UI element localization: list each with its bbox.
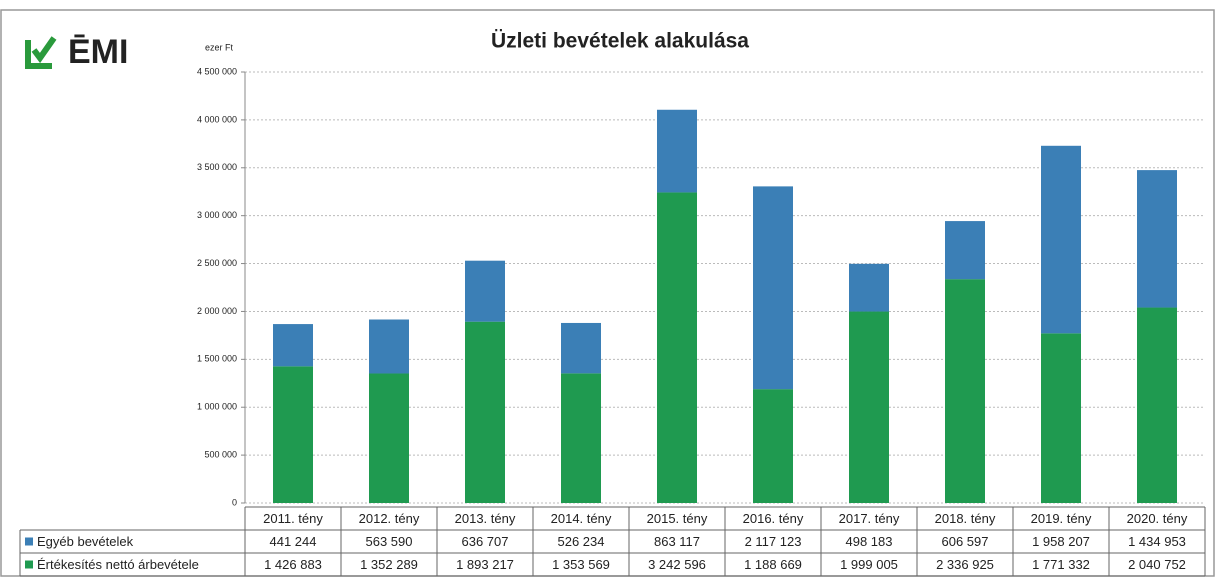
- table-value: 2 117 123: [745, 534, 802, 549]
- x-tick-label: 2011. tény: [263, 511, 323, 526]
- table-value: 1 893 217: [456, 557, 514, 572]
- y-tick-label: 0: [232, 497, 237, 507]
- bar: [849, 311, 889, 503]
- y-tick-label: 2 000 000: [197, 306, 237, 316]
- logo: ĒMI: [68, 33, 128, 71]
- bar: [561, 322, 601, 374]
- table-value: 636 707: [462, 534, 509, 549]
- legend-label: Egyéb bevételek: [37, 534, 134, 549]
- x-tick-label: 2020. tény: [1127, 511, 1188, 526]
- y-tick-label: 3 500 000: [197, 162, 237, 172]
- y-tick-label: 1 500 000: [197, 354, 237, 364]
- bar: [465, 260, 505, 322]
- bar: [1041, 333, 1081, 503]
- legend-label: Értékesítés nettó árbevétele: [37, 557, 199, 572]
- x-tick-label: 2018. tény: [935, 511, 996, 526]
- bar: [1137, 170, 1177, 308]
- x-tick-label: 2014. tény: [551, 511, 612, 526]
- table-value: 1 353 569: [552, 557, 610, 572]
- table-value: 2 040 752: [1128, 557, 1186, 572]
- bar: [1041, 145, 1081, 334]
- y-tick-label: 500 000: [204, 449, 237, 459]
- legend-swatch: [25, 560, 33, 569]
- table-value: 1 434 953: [1128, 534, 1186, 549]
- logo-check: [25, 36, 57, 69]
- x-tick-label: 2013. tény: [455, 511, 516, 526]
- bar: [561, 373, 601, 503]
- y-tick-label: 3 000 000: [197, 210, 237, 220]
- x-tick-label: 2016. tény: [743, 511, 804, 526]
- bar: [465, 321, 505, 503]
- table-value: 1 771 332: [1032, 557, 1090, 572]
- bar: [945, 279, 985, 503]
- bar: [657, 192, 697, 503]
- table-value: 1 352 289: [360, 557, 418, 572]
- table-value: 2 336 925: [936, 557, 994, 572]
- y-tick-label: 2 500 000: [197, 258, 237, 268]
- table-value: 1 188 669: [744, 557, 802, 572]
- bar: [369, 373, 409, 503]
- x-tick-label: 2017. tény: [839, 511, 900, 526]
- bar: [1137, 307, 1177, 503]
- bar: [753, 186, 793, 390]
- bar: [849, 263, 889, 312]
- bar: [657, 109, 697, 193]
- bar: [273, 324, 313, 367]
- bar: [945, 221, 985, 280]
- table-value: 1 958 207: [1032, 534, 1090, 549]
- x-tick-label: 2019. tény: [1031, 511, 1092, 526]
- table-value: 1 999 005: [840, 557, 898, 572]
- table-value: 563 590: [366, 534, 413, 549]
- table-value: 498 183: [846, 534, 893, 549]
- table-value: 441 244: [270, 534, 317, 549]
- frame: [0, 9, 1215, 577]
- x-tick-label: 2015. tény: [647, 511, 708, 526]
- table-value: 1 426 883: [264, 557, 322, 572]
- bar: [273, 366, 313, 503]
- table-value: 3 242 596: [648, 557, 706, 572]
- y-tick-label: 4 000 000: [197, 114, 237, 124]
- y-axis-label: ezer Ft: [205, 42, 234, 52]
- legend-swatch: [25, 537, 33, 546]
- table-value: 863 117: [654, 534, 700, 549]
- y-tick-label: 1 000 000: [197, 402, 237, 412]
- bar: [753, 389, 793, 503]
- x-tick-label: 2012. tény: [359, 511, 420, 526]
- bar: [369, 319, 409, 374]
- y-tick-label: 4 500 000: [197, 66, 237, 76]
- table-value: 526 234: [558, 534, 605, 549]
- table-value: 606 597: [942, 534, 989, 549]
- chart-title: Üzleti bevételek alakulása: [491, 30, 749, 53]
